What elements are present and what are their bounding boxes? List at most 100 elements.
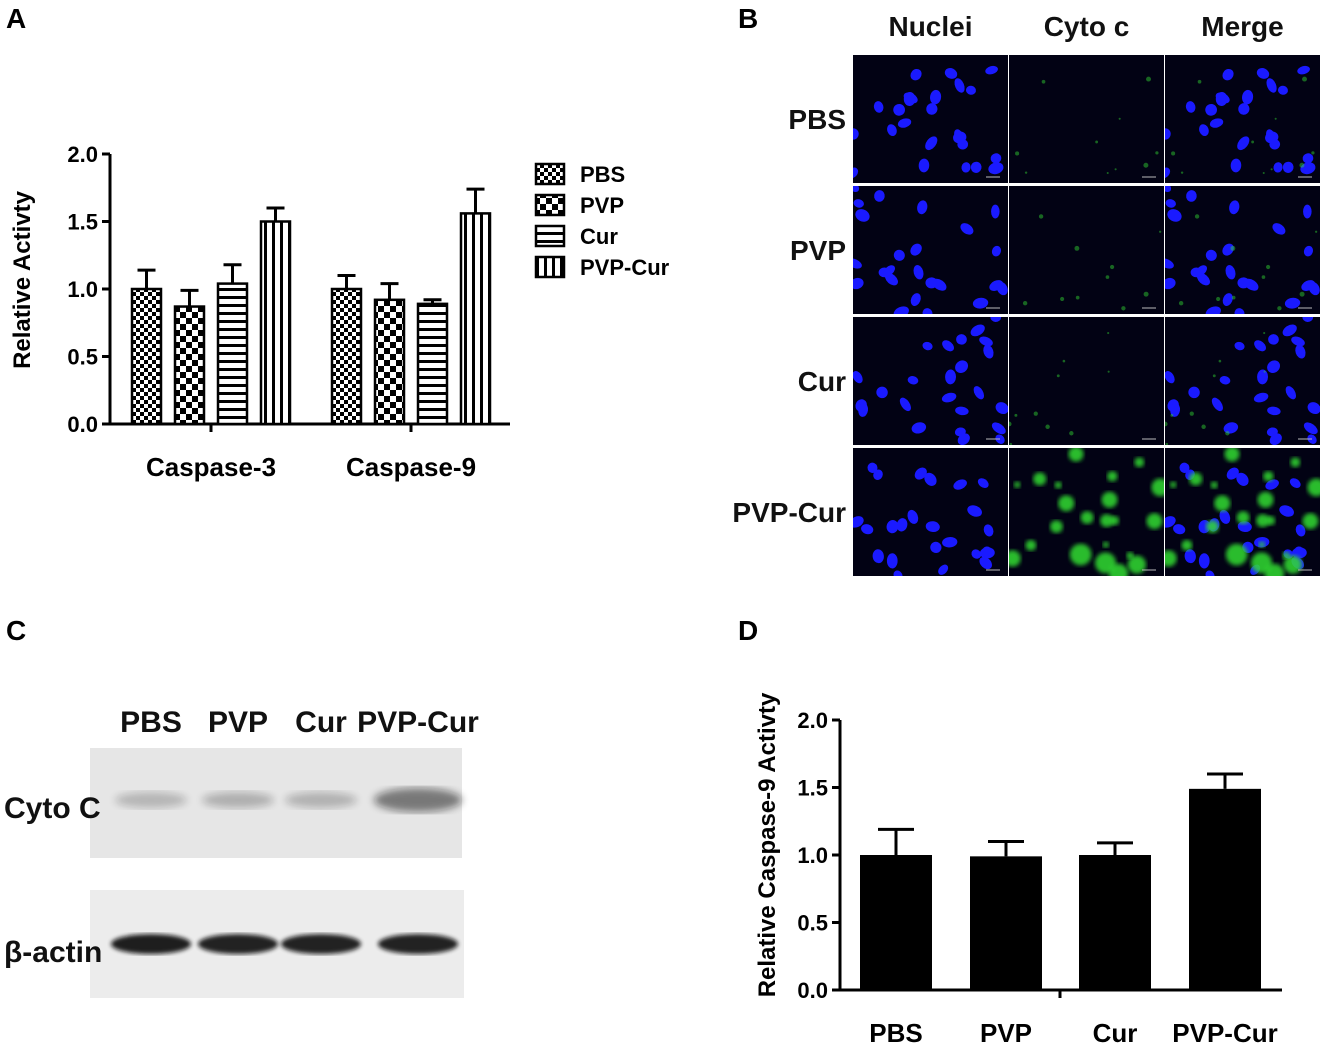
cyto-c-signal <box>1274 117 1277 120</box>
caspase-activity-chart: Relative Activty 0.0 0.5 1.0 1.5 2.0 Caspase-… <box>9 142 670 482</box>
nucleus <box>853 277 864 290</box>
cyto-c-signal <box>1075 295 1080 300</box>
cyto-c-signal <box>1159 230 1162 233</box>
microscopy-cell-content <box>1015 76 1159 178</box>
nucleus <box>941 392 957 403</box>
nucleus <box>907 509 919 524</box>
cyto-c-signal <box>1261 275 1266 279</box>
microscopy-cell <box>1009 448 1164 576</box>
western-band <box>202 792 274 808</box>
cyto-c-signal <box>1024 171 1028 174</box>
cyto-c-signal <box>1265 264 1271 270</box>
microscopy-cell <box>1009 317 1164 445</box>
cyto-c-signal <box>1225 543 1248 566</box>
nucleus <box>1190 267 1203 278</box>
cyto-c-signal <box>1146 76 1151 82</box>
chart-a-bar <box>459 212 492 426</box>
western-band <box>111 934 191 954</box>
panel-label-c: C <box>6 615 26 646</box>
nucleus <box>991 204 1000 219</box>
western-blot-strip <box>90 748 462 858</box>
nucleus <box>926 103 938 115</box>
microscopy-cell <box>1165 186 1320 314</box>
microscopy-row-label: Cur <box>798 366 846 397</box>
cyto-c-signal <box>1307 478 1320 497</box>
western-blot-strip <box>90 890 464 998</box>
microscopy-cell <box>853 317 1008 445</box>
chart-a-y-tick-label: 0.0 <box>67 412 98 437</box>
cyto-c-signal <box>1178 300 1184 306</box>
nucleus <box>1300 162 1316 175</box>
cyto-c-signal <box>1170 413 1174 417</box>
caspase9-activity-chart: Relative Caspase-9 Activty 0.0 0.5 1.0 1.5 2… <box>754 692 1282 1046</box>
microscopy-cell-content <box>1009 331 1156 445</box>
cyto-c-signal <box>1206 520 1219 534</box>
western-band <box>378 934 458 954</box>
microscopy-cell <box>1165 55 1320 183</box>
nucleus <box>961 162 971 173</box>
panel-label-a: A <box>6 3 26 34</box>
nucleus <box>988 162 1004 175</box>
nucleus <box>1267 406 1281 416</box>
nucleus <box>930 89 942 105</box>
cyto-c-signal <box>1022 300 1028 306</box>
nucleus <box>1272 223 1286 235</box>
nucleus <box>907 376 919 385</box>
cyto-c-signal <box>1013 481 1021 488</box>
cyto-c-signal <box>1074 245 1080 251</box>
microscopy-cell <box>853 55 1008 183</box>
nucleus <box>957 433 970 445</box>
nucleus <box>956 334 967 345</box>
nucleus <box>1215 92 1228 107</box>
nucleus <box>1165 371 1175 384</box>
nucleus <box>1223 422 1239 434</box>
microscopy-cell-content <box>1009 448 1164 576</box>
nucleus <box>1302 153 1314 164</box>
chart-a-bar <box>416 302 449 426</box>
microscopy-cell <box>1165 317 1320 445</box>
microscopy-cell-content <box>1022 214 1162 311</box>
chart-d-y-tick-label: 2.0 <box>797 708 828 733</box>
nucleus <box>977 478 989 488</box>
nucleus <box>1289 478 1301 488</box>
nucleus <box>853 199 864 208</box>
nucleus <box>1198 553 1210 569</box>
cyto-c-signal <box>1302 513 1319 530</box>
nucleus <box>960 223 974 235</box>
nucleus <box>973 386 985 400</box>
nucleus <box>917 200 928 215</box>
nucleus <box>1205 306 1221 314</box>
nucleus <box>1209 118 1224 128</box>
western-lane-label: PVP-Cur <box>357 706 479 739</box>
microscopy-cell-background <box>1009 55 1164 183</box>
cyto-c-signal <box>1114 168 1117 171</box>
microscopy-cell-content <box>853 65 1004 179</box>
chart-a-bars <box>130 187 492 426</box>
microscopy-column-header: Merge <box>1201 11 1283 42</box>
chart-d-x-tick-label: PBS <box>869 1018 922 1046</box>
cyto-c-signal <box>1218 359 1222 363</box>
nucleus <box>1294 546 1305 558</box>
chart-d-x-tick-label: Cur <box>1093 1018 1138 1046</box>
cyto-c-signal <box>1025 539 1037 551</box>
nucleus <box>1295 344 1306 359</box>
microscopy-cell-content <box>1165 317 1320 445</box>
western-lane-label: PBS <box>120 706 182 739</box>
cyto-c-signal <box>1045 424 1050 429</box>
nucleus <box>983 344 994 359</box>
nucleus <box>878 267 891 278</box>
nucleus <box>1226 467 1239 480</box>
cyto-c-signal <box>1299 162 1305 168</box>
cyto-c-signal <box>1189 411 1194 416</box>
nucleus <box>1257 369 1269 385</box>
nucleus <box>911 422 927 434</box>
nucleus <box>884 272 898 286</box>
cyto-c-signal <box>1050 520 1063 534</box>
nucleus <box>1222 243 1234 256</box>
nucleus <box>1279 505 1294 517</box>
nucleus <box>1282 161 1294 173</box>
microscopy-cell-content <box>853 186 1008 314</box>
microscopy-grid: Nuclei Cyto c Merge PBS PVP Cur PVP-Cur <box>732 11 1320 576</box>
nucleus <box>1229 200 1240 215</box>
microscopy-cell-background <box>853 317 1008 445</box>
